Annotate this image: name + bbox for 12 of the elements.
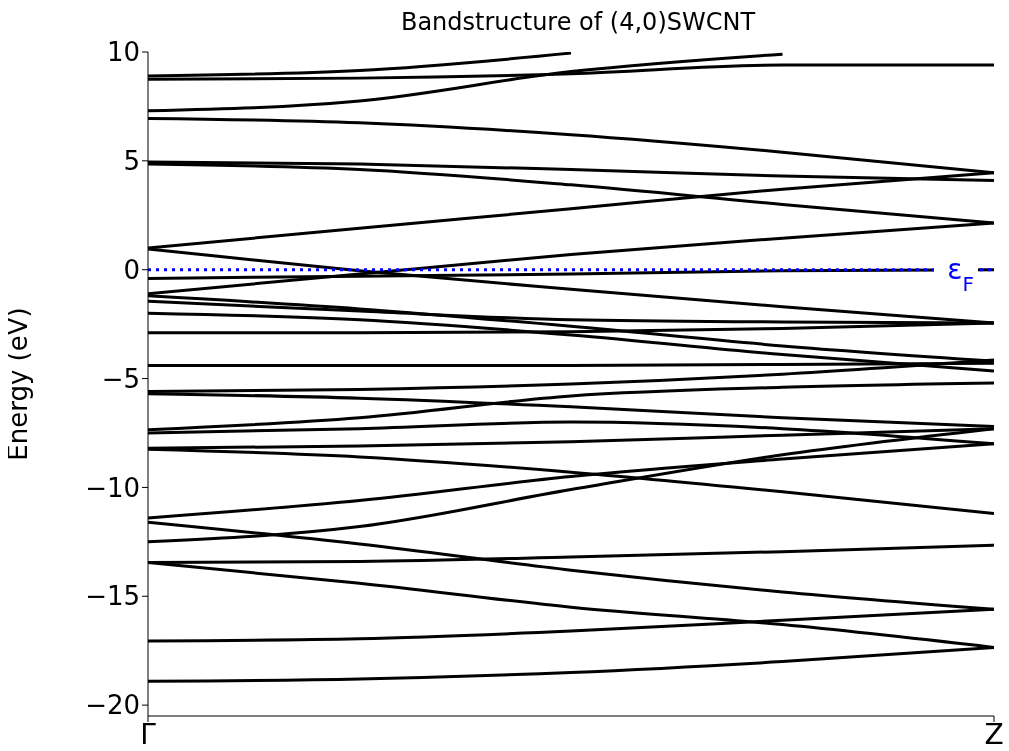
x-tick-label: Γ	[140, 717, 157, 751]
chart-title: Bandstructure of (4,0)SWCNT	[399, 8, 757, 36]
ref-line-label: ε$_{F}$	[947, 252, 974, 296]
y-tick-label: 10	[106, 37, 140, 68]
y-tick-label: 5	[123, 146, 140, 177]
y-tick-label: −20	[85, 690, 140, 721]
y-tick-label: −15	[85, 581, 140, 612]
x-tick-label: Z	[984, 717, 1004, 751]
y-axis-title: Energy (eV)	[3, 307, 34, 461]
y-tick-label: −10	[85, 472, 140, 503]
y-tick-label: 0	[123, 254, 140, 285]
y-tick-label: −5	[101, 363, 140, 394]
